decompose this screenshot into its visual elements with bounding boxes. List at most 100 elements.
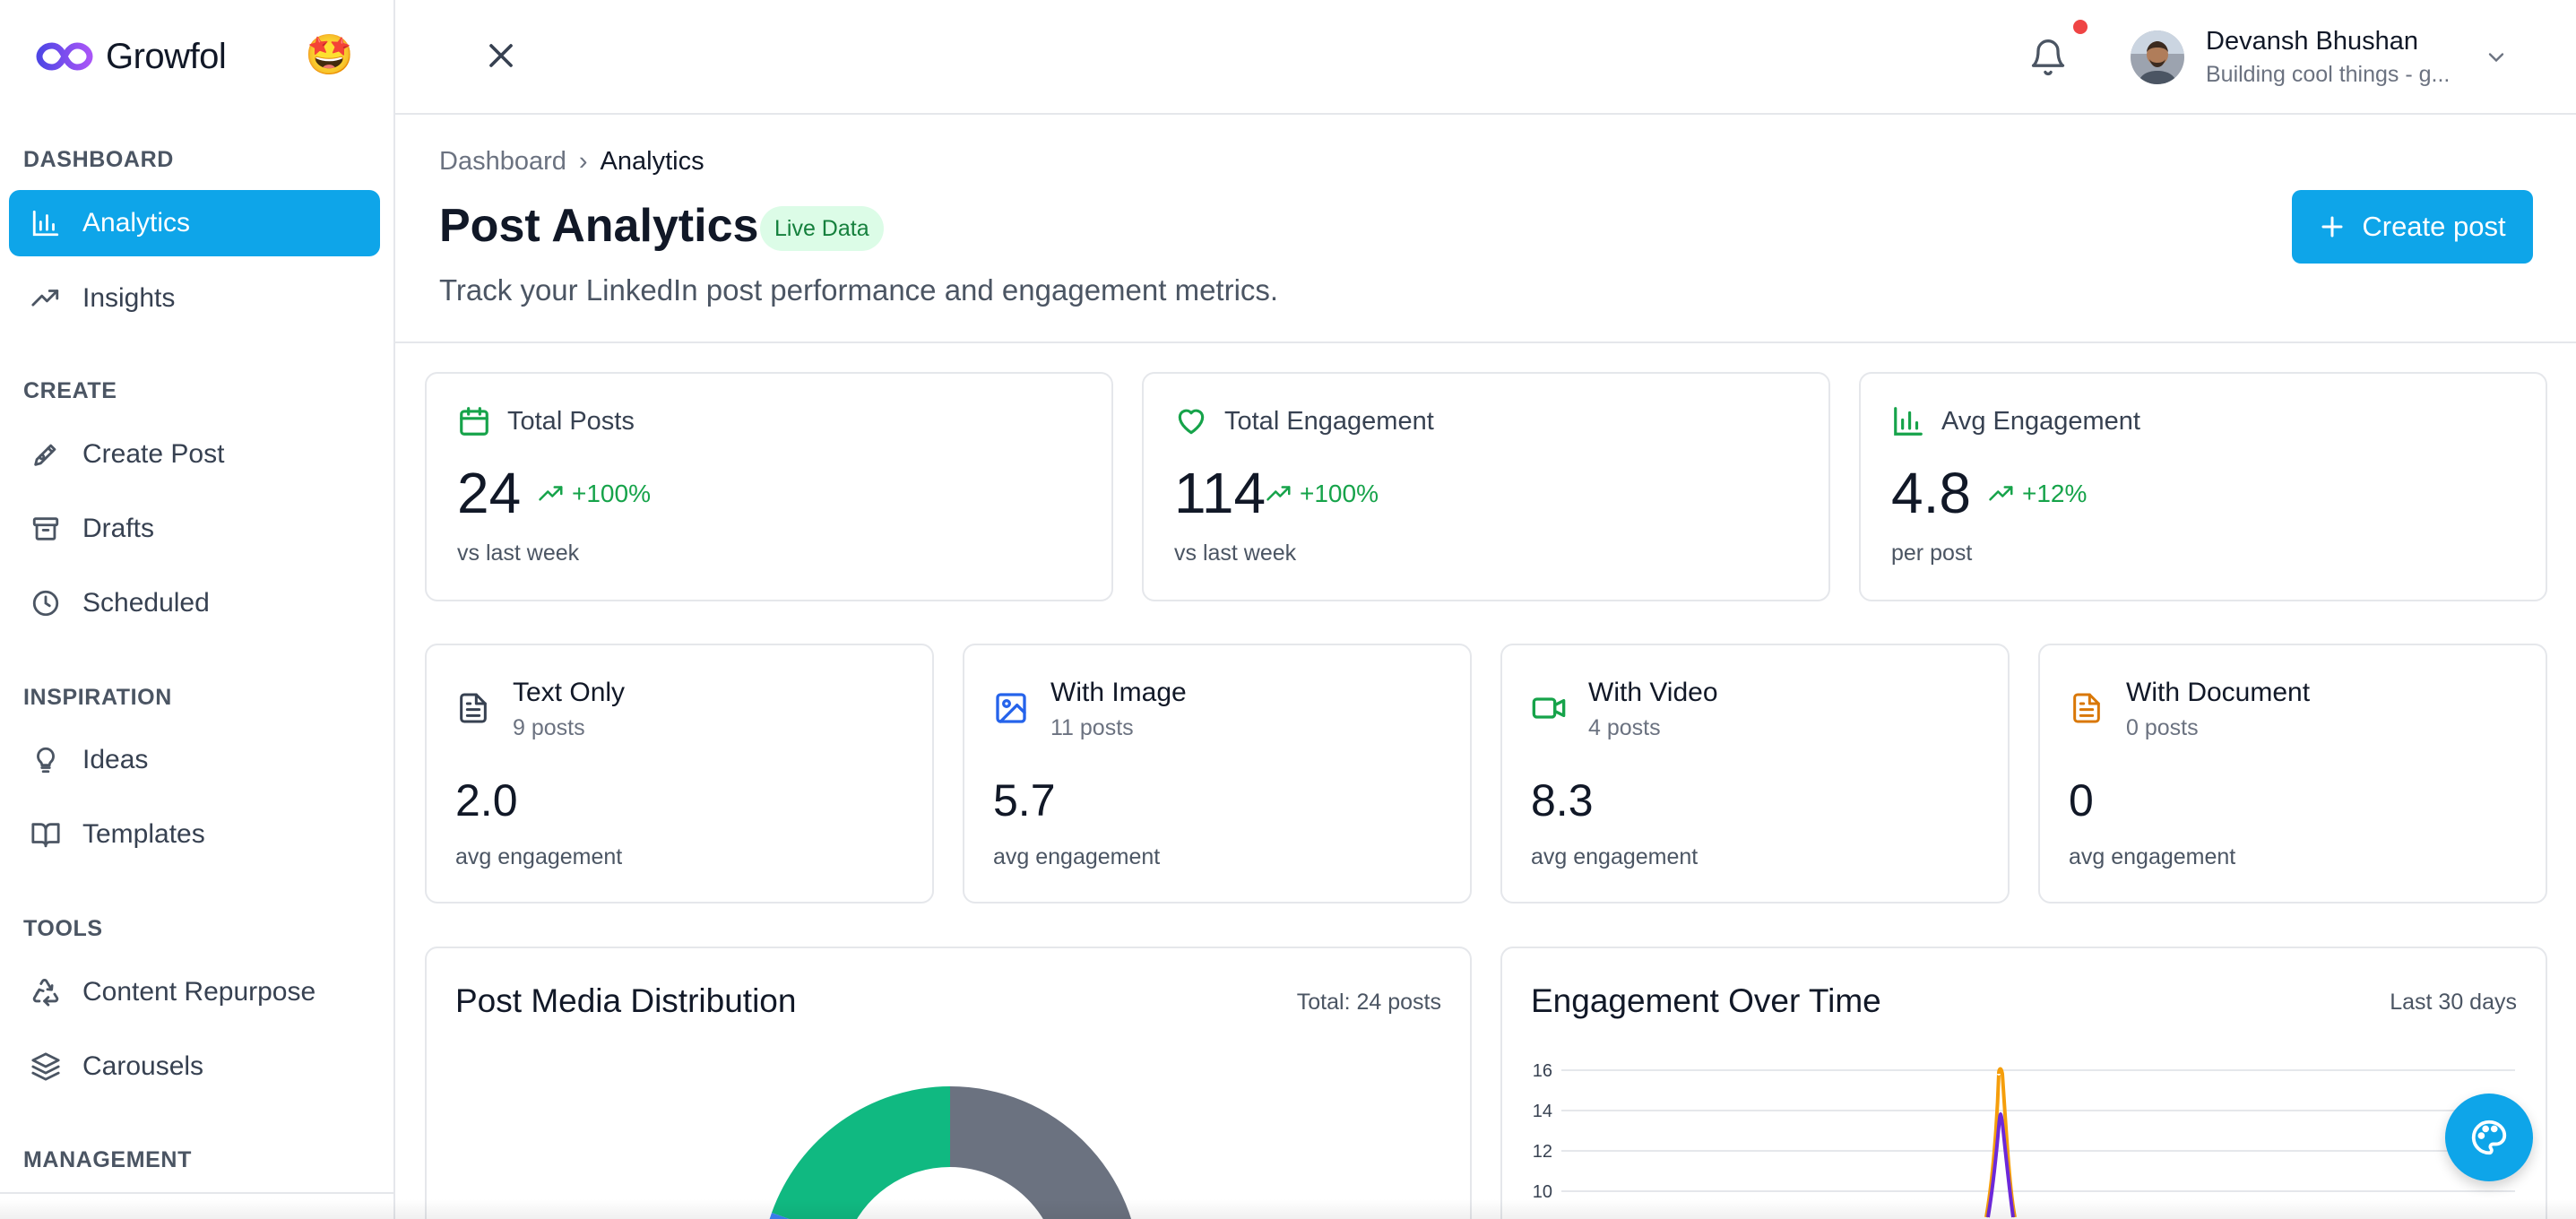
- sidebar-item-label: Insights: [82, 283, 176, 313]
- stat-label: Total Posts: [507, 406, 635, 436]
- media-title: With Video: [1588, 678, 1718, 707]
- y-tick-label: 12: [1533, 1142, 1552, 1162]
- media-note: avg engagement: [1531, 844, 1699, 869]
- trending-up-icon: [539, 486, 563, 501]
- stat-note: vs last week: [457, 540, 580, 566]
- user-name: Devansh Bhushan: [2206, 27, 2418, 56]
- heart-icon: [1178, 409, 1205, 435]
- sidebar-item-templates[interactable]: Templates: [9, 801, 380, 868]
- pen-tool-icon: [34, 444, 56, 466]
- stat-note: per post: [1891, 540, 1973, 566]
- sidebar-item-label: Analytics: [82, 208, 191, 238]
- calendar-icon: [460, 407, 488, 436]
- media-card-with-document: With Document 0 posts 0 avg engagement: [2038, 644, 2547, 903]
- layers-icon: [31, 1052, 60, 1081]
- user-menu[interactable]: Devansh Bhushan Building cool things - g…: [2131, 27, 2509, 88]
- sidebar-divider: [0, 1192, 395, 1194]
- donut-slice-image[interactable]: [772, 1086, 950, 1219]
- avatar: [2131, 30, 2184, 84]
- clock-icon: [32, 590, 59, 617]
- archive-icon: [32, 517, 59, 540]
- create-post-label: Create post: [2362, 211, 2506, 242]
- page-title: Post Analytics: [439, 200, 759, 252]
- notification-dot: [2073, 20, 2088, 34]
- stat-trend-value: +100%: [572, 480, 651, 507]
- sidebar-item-ideas[interactable]: Ideas: [9, 727, 380, 793]
- stat-value: 4.8: [1891, 461, 1971, 525]
- panel-title: Engagement Over Time: [1531, 982, 1881, 1019]
- stat-card-total-posts: Total Posts 24 +100% vs last week: [425, 372, 1113, 601]
- sidebar-item-create-post[interactable]: Create Post: [9, 421, 380, 488]
- breadcrumb-dashboard[interactable]: Dashboard: [439, 147, 566, 176]
- sidebar-item-carousels[interactable]: Carousels: [9, 1033, 380, 1100]
- palette-icon: [2471, 1120, 2507, 1155]
- media-card-text-only: Text Only 9 posts 2.0 avg engagement: [425, 644, 934, 903]
- stat-card-total-engagement: Total Engagement 114 +100% vs last week: [1142, 372, 1830, 601]
- y-tick-label: 10: [1533, 1182, 1552, 1202]
- donut-slice-text[interactable]: [950, 1086, 1140, 1219]
- media-note: avg engagement: [993, 844, 1161, 869]
- star-struck-emoji: 🤩: [305, 33, 354, 77]
- section-inspiration: INSPIRATION: [23, 685, 172, 710]
- stat-card-avg-engagement: Avg Engagement 4.8 +12% per post: [1859, 372, 2547, 601]
- breadcrumb: Dashboard › Analytics: [439, 147, 705, 177]
- donut-chart: [760, 1086, 1140, 1219]
- sidebar-item-content-repurpose[interactable]: Content Repurpose: [9, 959, 380, 1025]
- bar-chart-icon: [1894, 407, 1923, 436]
- media-card-with-video: With Video 4 posts 8.3 avg engagement: [1500, 644, 2010, 903]
- media-post-count: 4 posts: [1588, 715, 1661, 740]
- breadcrumb-separator: ›: [578, 147, 588, 176]
- media-note: avg engagement: [2069, 844, 2236, 869]
- bell-icon[interactable]: [2028, 38, 2068, 77]
- media-card-with-image: With Image 11 posts 5.7 avg engagement: [963, 644, 1472, 903]
- sidebar-item-label: Ideas: [82, 745, 149, 774]
- book-open-icon: [31, 823, 60, 848]
- y-tick-label: 16: [1533, 1061, 1552, 1081]
- theme-palette-button[interactable]: [2445, 1094, 2533, 1181]
- media-title: With Image: [1050, 678, 1187, 707]
- sidebar-item-label: Content Repurpose: [82, 977, 316, 1007]
- stat-label: Total Engagement: [1224, 406, 1434, 436]
- sidebar-item-label: Carousels: [82, 1051, 204, 1081]
- stat-label: Avg Engagement: [1941, 406, 2140, 436]
- stat-trend-value: +100%: [1300, 480, 1379, 507]
- close-icon[interactable]: [481, 36, 521, 75]
- section-tools: TOOLS: [23, 916, 103, 941]
- user-tagline: Building cool things - g...: [2206, 62, 2451, 87]
- page-description: Track your LinkedIn post performance and…: [439, 273, 1279, 307]
- trending-up-icon: [1266, 486, 1291, 501]
- stat-trend-value: +12%: [2022, 480, 2088, 507]
- create-post-button[interactable]: Create post: [2292, 190, 2533, 264]
- stat-value: 24: [457, 461, 522, 525]
- file-text-icon: [460, 693, 487, 723]
- image-icon: [996, 693, 1026, 723]
- media-avg-value: 5.7: [993, 775, 1056, 826]
- media-avg-value: 8.3: [1531, 775, 1594, 826]
- sidebar: Growfol 🤩 DASHBOARD Analytics Insights C…: [0, 0, 395, 1219]
- live-data-badge: Live Data: [760, 206, 884, 251]
- topbar: Devansh Bhushan Building cool things - g…: [395, 0, 2576, 115]
- media-note: avg engagement: [455, 844, 623, 869]
- sidebar-item-label: Create Post: [82, 439, 225, 469]
- recycle-icon: [32, 979, 59, 1007]
- video-icon: [1532, 697, 1566, 719]
- lightbulb-icon: [37, 747, 55, 774]
- brand-name: Growfol: [106, 36, 227, 76]
- sidebar-item-insights[interactable]: Insights: [9, 265, 380, 332]
- panel-post-media-distribution: Post Media Distribution Total: 24 posts: [425, 947, 1472, 1219]
- section-create: CREATE: [23, 378, 117, 403]
- media-avg-value: 0: [2069, 775, 2094, 826]
- sidebar-item-scheduled[interactable]: Scheduled: [9, 570, 380, 636]
- brand[interactable]: Growfol: [36, 29, 227, 84]
- y-tick-label: 14: [1533, 1102, 1552, 1121]
- stat-value: 114: [1174, 461, 1266, 525]
- plus-icon: [2321, 216, 2343, 238]
- panel-range: Last 30 days: [2390, 990, 2517, 1015]
- sidebar-item-drafts[interactable]: Drafts: [9, 496, 380, 562]
- media-title: Text Only: [513, 678, 626, 707]
- infinity-logo-icon: [36, 42, 93, 71]
- sidebar-item-analytics[interactable]: Analytics: [9, 190, 380, 256]
- sidebar-item-label: Scheduled: [82, 588, 210, 618]
- donut-slice-video[interactable]: [760, 1213, 847, 1219]
- stat-trend: +12%: [1988, 480, 2087, 508]
